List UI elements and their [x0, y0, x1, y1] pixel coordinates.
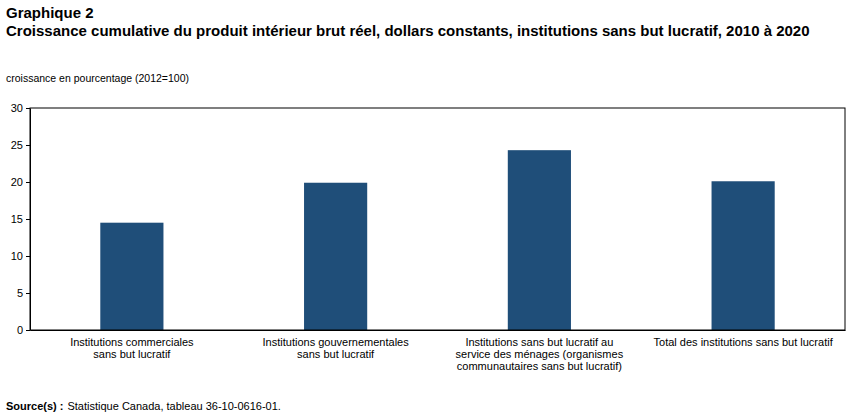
- x-tick-label: Institutions sans but lucratif auservice…: [456, 336, 624, 372]
- x-tick: Institutions commercialessans but lucrat…: [70, 330, 194, 360]
- bar: [304, 183, 367, 330]
- y-tick-mark: [26, 219, 30, 220]
- x-tick-label: Institutions gouvernementalessans but lu…: [263, 336, 410, 360]
- bar: [508, 150, 571, 330]
- y-axis: 0 5 10 15 20 25 30: [11, 102, 31, 336]
- y-tick-mark: [26, 330, 30, 331]
- x-tick-label: Total des institutions sans but lucratif: [654, 336, 834, 348]
- y-tick-label: 0: [17, 324, 23, 336]
- x-axis: Institutions commercialessans but lucrat…: [31, 330, 846, 372]
- y-tick-mark: [26, 145, 30, 146]
- y-tick-mark: [26, 182, 30, 183]
- source-text: Statistique Canada, tableau 36-10-0616-0…: [67, 400, 280, 412]
- x-tick: Total des institutions sans but lucratif: [654, 330, 834, 348]
- y-tick: 5: [17, 287, 30, 299]
- y-tick-mark: [26, 256, 30, 257]
- y-tick: 15: [11, 213, 30, 225]
- plot: 0 5 10 15 20 25 30 Institutions commercialessan…: [11, 102, 846, 372]
- y-axis-title: croissance en pourcentage (2012=100): [6, 72, 189, 84]
- x-tick-label: Institutions commercialessans but lucrat…: [70, 336, 194, 360]
- y-tick-label: 30: [11, 102, 23, 114]
- y-tick-mark: [26, 108, 30, 109]
- figure-label: Graphique 2: [6, 4, 94, 21]
- y-tick: 0: [17, 324, 30, 336]
- y-tick-label: 15: [11, 213, 23, 225]
- chart: Graphique 2Croissance cumulative du prod…: [0, 0, 851, 416]
- y-tick-label: 25: [11, 139, 23, 151]
- y-tick-label: 5: [17, 287, 23, 299]
- y-tick-mark: [26, 293, 30, 294]
- y-tick: 30: [11, 102, 30, 114]
- plot-frame: [30, 108, 845, 330]
- bars: [100, 150, 774, 330]
- bar: [100, 223, 163, 330]
- source-label: Source(s) :: [6, 400, 63, 412]
- source: Source(s) : Statistique Canada, tableau 3…: [6, 400, 281, 412]
- y-tick: 25: [11, 139, 30, 151]
- bar: [712, 181, 775, 330]
- y-tick-label: 20: [11, 176, 23, 188]
- x-tick: Institutions sans but lucratif auservice…: [456, 330, 624, 372]
- x-tick: Institutions gouvernementalessans but lu…: [263, 330, 410, 360]
- y-tick: 20: [11, 176, 30, 188]
- y-tick-label: 10: [11, 250, 23, 262]
- y-tick: 10: [11, 250, 30, 262]
- title: Croissance cumulative du produit intérie…: [6, 22, 810, 39]
